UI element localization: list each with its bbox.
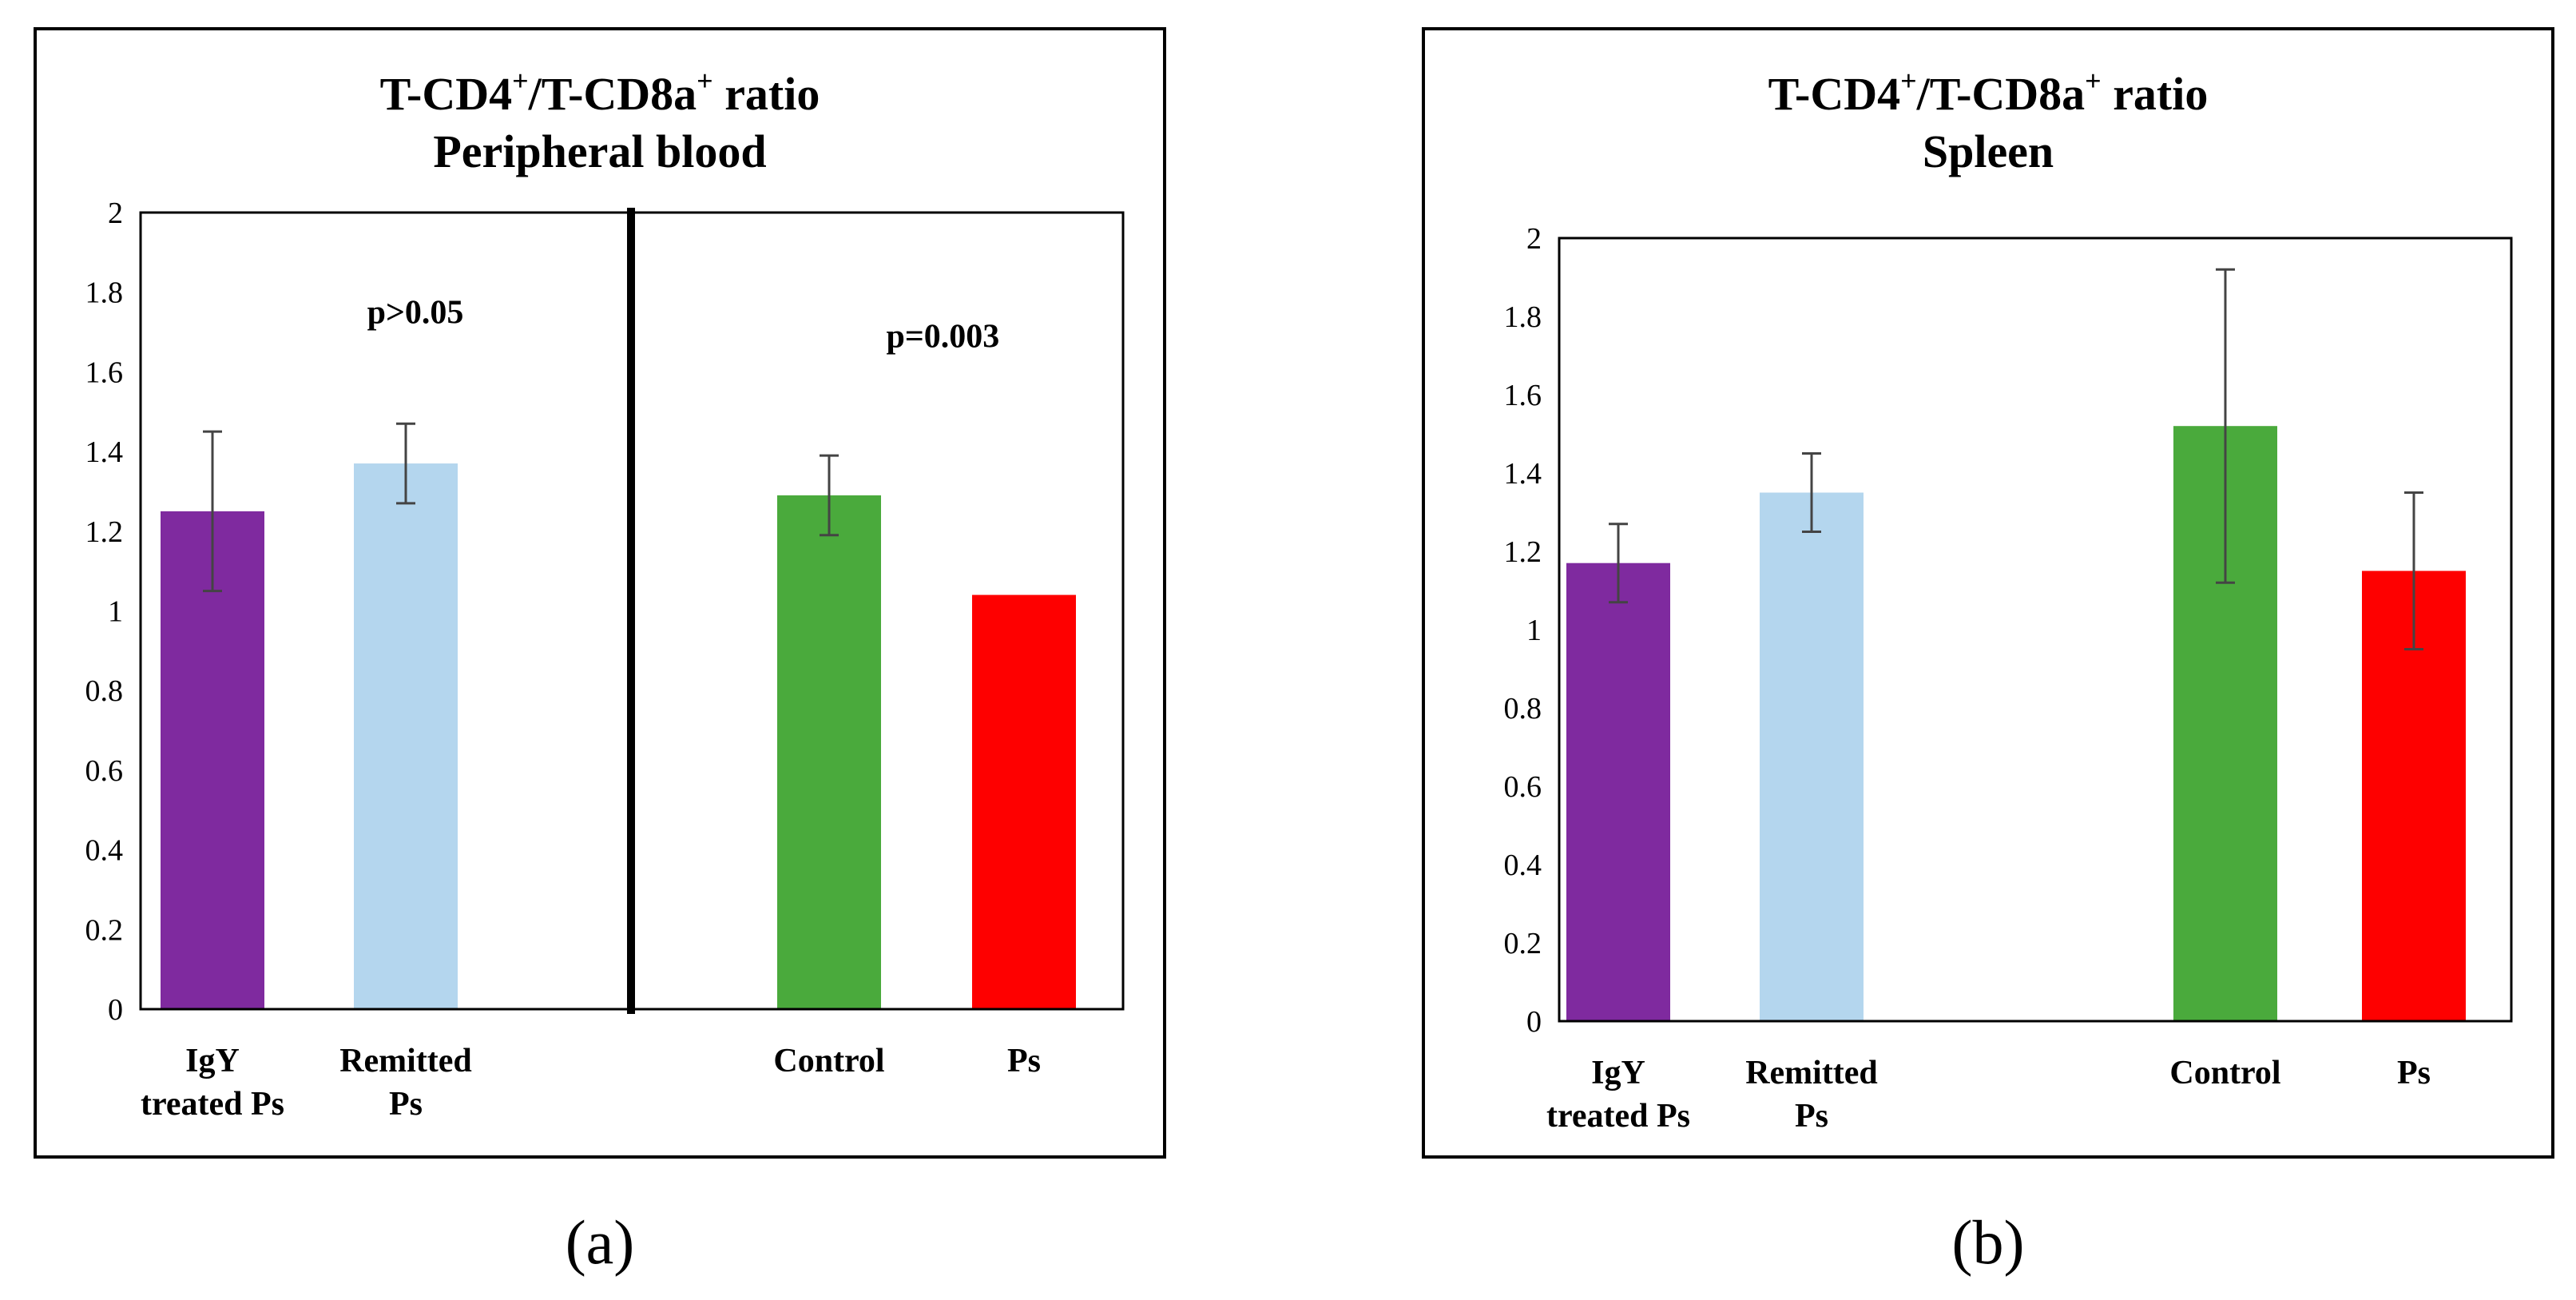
caption-a: (a) [565,1207,635,1277]
category-label: Ps [1007,1043,1041,1079]
category-label: Ps [1795,1098,1828,1135]
y-tick-label: 0 [1526,1005,1542,1039]
caption-b: (b) [1951,1207,2025,1277]
y-tick-label: 1.8 [85,276,124,310]
category-label: treated Ps [141,1086,284,1123]
bar-1 [1566,563,1670,1021]
bar-2 [354,463,458,1009]
y-tick-label: 0.8 [85,674,124,708]
category-label: IgY [185,1043,240,1079]
y-tick-label: 1.4 [85,435,124,469]
chart-title-b: T-CD4+/T-CD8a+ ratio Spleen [1768,65,2209,177]
p-value-annotation: p=0.003 [887,319,1000,356]
bar-1 [161,511,264,1009]
category-label: Ps [389,1086,423,1123]
chart-svg-a: 0 0.2 0.4 0.6 0.8 1 1.2 1.4 1.6 1.8 2 IgY treated Ps… [85,197,1125,1123]
y-tick-label: 1.6 [85,356,124,389]
y-tick-label: 0.6 [1504,770,1542,804]
bar-3 [777,495,881,1009]
category-label: Control [2169,1055,2280,1091]
plot-area-frame [1558,237,2513,1023]
y-tick-label: 2 [1526,222,1542,256]
y-tick-label: 1.4 [1504,457,1542,491]
y-tick-label: 1.2 [1504,535,1542,569]
category-label: IgY [1591,1055,1645,1091]
category-label: treated Ps [1546,1098,1690,1135]
y-tick-label: 0.6 [85,754,124,788]
y-tick-label: 0.8 [1504,692,1542,726]
category-label: Remitted [339,1043,472,1079]
bar-4 [972,594,1076,1009]
p-value-annotation: p>0.05 [367,295,464,332]
chart-title-a: T-CD4+/T-CD8a+ ratio Peripheral blood [379,65,820,177]
y-tick-label: 0.4 [1504,849,1542,882]
y-tick-label: 0.2 [1504,927,1542,960]
category-label: Control [773,1043,884,1079]
y-tick-label: 1.8 [1504,300,1542,334]
y-tick-label: 0.4 [85,834,124,868]
y-tick-label: 1 [108,595,123,629]
chart-svg-b: 0 0.2 0.4 0.6 0.8 1 1.2 1.4 1.6 1.8 2 IgY treated Ps… [1504,222,2513,1135]
category-label: Remitted [1745,1055,1878,1091]
y-tick-label: 0.2 [85,913,124,947]
y-tick-label: 0 [108,993,123,1027]
y-tick-label: 1.6 [1504,379,1542,412]
y-tick-label: 1.2 [85,515,124,549]
chart-panel-b: T-CD4+/T-CD8a+ ratio Spleen 0 0.2 0.4 0.6 0.… [1422,27,2554,1159]
y-tick-label: 1 [1526,614,1542,647]
y-tick-label: 2 [108,197,123,230]
category-label: Ps [2397,1055,2431,1091]
bar-2 [1760,492,1864,1021]
